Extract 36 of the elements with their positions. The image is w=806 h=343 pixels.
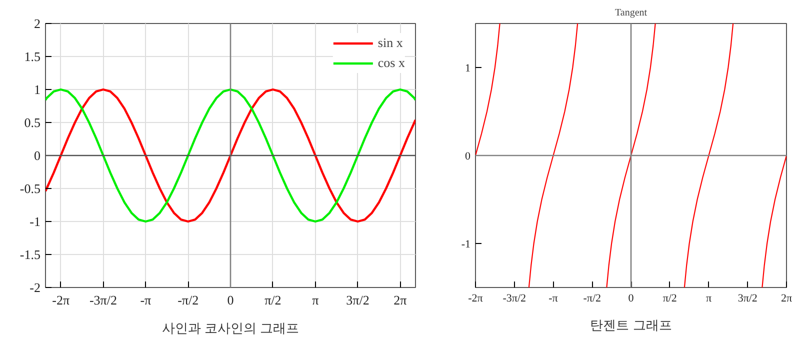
y-tick-label: 0 (34, 148, 40, 163)
y-tick-label: 1 (465, 62, 470, 74)
x-tick-label: -π (140, 292, 152, 308)
line-series (46, 88, 416, 223)
y-tick-label: -1 (461, 238, 471, 250)
y-tick-label: -0.5 (20, 181, 41, 196)
x-tick-label: -π/2 (583, 292, 602, 304)
x-tick-label: -2π (468, 292, 484, 304)
y-tick-label: 1 (34, 82, 40, 97)
x-tick-label: -3π/2 (502, 292, 526, 304)
y-tick-label: 2 (34, 16, 40, 31)
y-tick-label: 0.5 (24, 115, 40, 130)
x-tick-label: 3π/2 (738, 292, 758, 304)
x-tick-label: 0 (628, 292, 634, 304)
legend-label: cos x (378, 55, 405, 71)
chart-title: Tangent (614, 8, 648, 18)
x-tick-label: 2π (780, 292, 792, 304)
y-tick-label: -1.5 (20, 247, 41, 262)
x-tick-label: π/2 (662, 292, 677, 304)
x-tick-label: -π (548, 292, 558, 304)
legend-label: sin x (378, 35, 403, 51)
y-tick-label: 0 (465, 150, 471, 162)
text: 탄젠트 그래프 (590, 318, 672, 332)
y-tick-label: 1.5 (24, 49, 40, 64)
x-tick-label: 3π/2 (346, 292, 370, 308)
x-tick-label: π (312, 292, 320, 308)
x-tick-label: 0 (227, 292, 234, 308)
y-tick-label: -1 (30, 214, 41, 229)
text: 사인과 코사인의 그래프 (162, 320, 300, 336)
x-tick-label: π/2 (264, 292, 282, 308)
x-tick-label: -π/2 (178, 292, 199, 308)
x-tick-label: -2π (52, 292, 70, 308)
x-tick-label: 2π (394, 292, 408, 308)
x-tick-label: -3π/2 (89, 292, 117, 308)
x-tick-label: π (706, 292, 712, 304)
y-tick-label: -2 (30, 280, 41, 295)
